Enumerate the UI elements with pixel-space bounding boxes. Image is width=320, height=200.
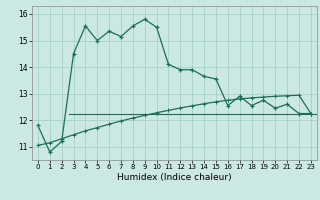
- X-axis label: Humidex (Indice chaleur): Humidex (Indice chaleur): [117, 173, 232, 182]
